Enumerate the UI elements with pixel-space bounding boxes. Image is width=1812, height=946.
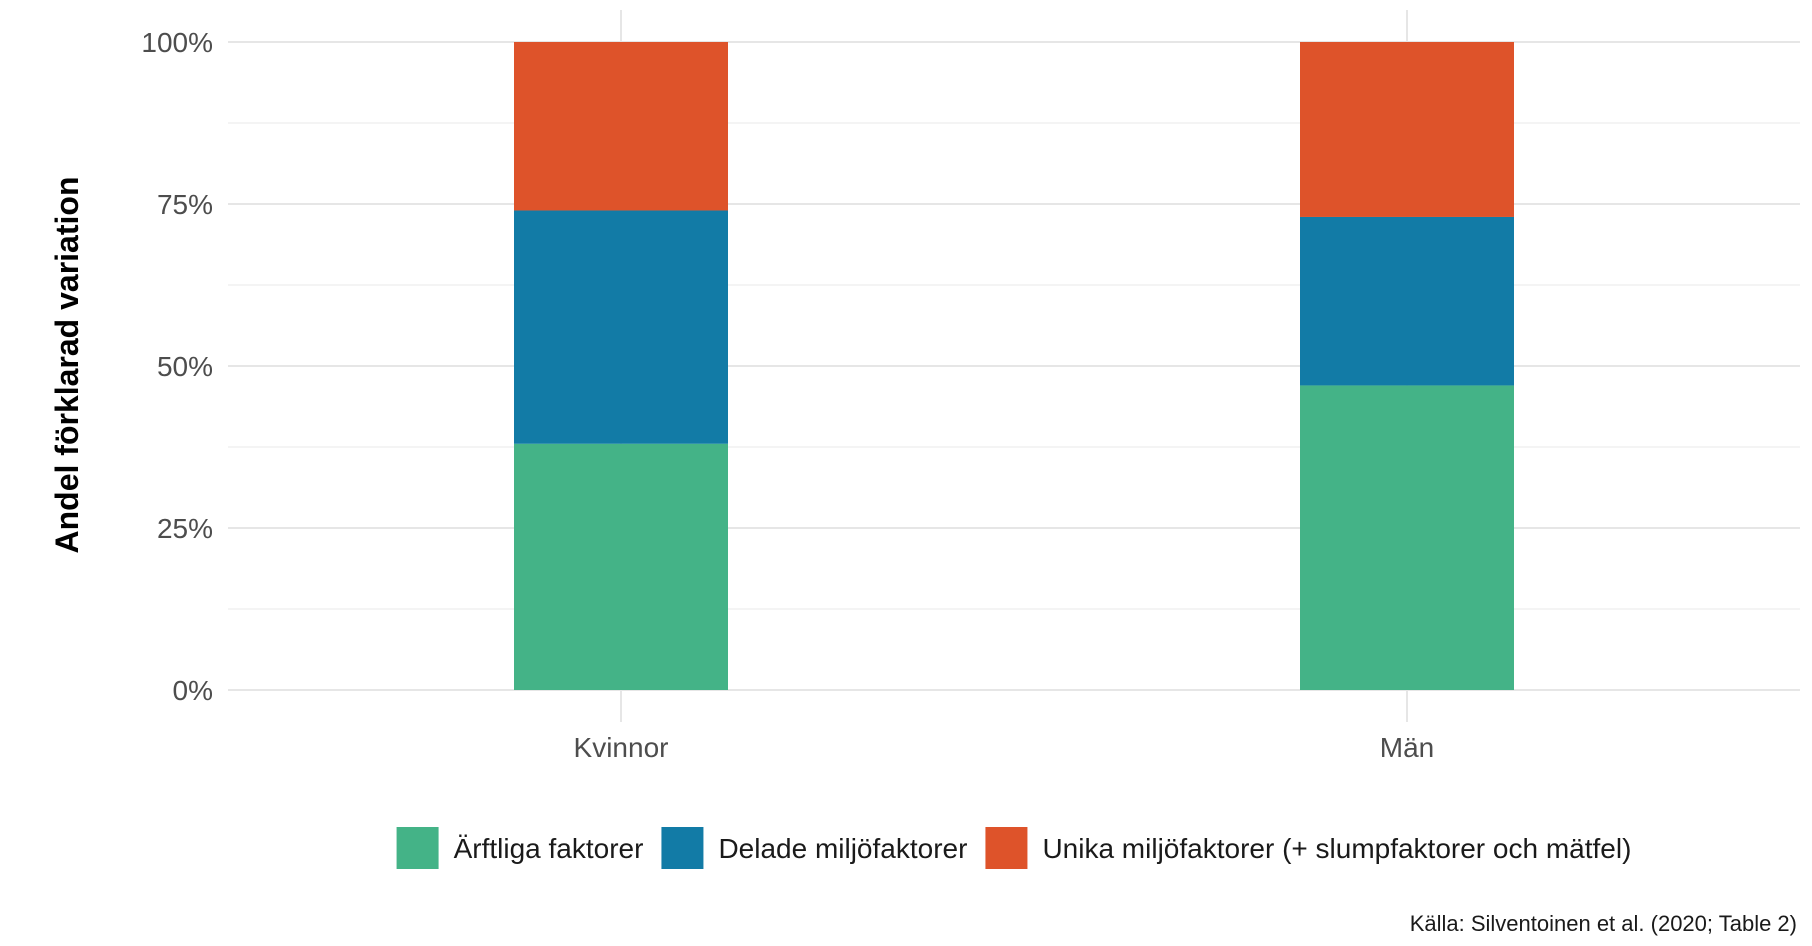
caption-source: Källa: Silventoinen et al. (2020; Table … [1410,911,1797,936]
legend-key-0 [396,827,439,869]
y-tick-label-0: 0% [173,675,213,706]
bar-1-series-1 [1300,216,1514,386]
y-axis-title: Andel förklarad variation [49,177,85,554]
bar-0-series-1 [514,210,728,444]
legend-item-1: Delade miljöfaktorer [661,827,967,869]
x-tick-label-1: Män [1380,732,1434,763]
bar-1-series-2 [1300,42,1514,217]
legend-label-0: Ärftliga faktorer [454,833,644,864]
legend-item-0: Ärftliga faktorer [396,827,644,869]
y-axis-ticks: 0% 25% 50% 75% 100% [141,27,213,706]
y-tick-label-3: 75% [157,189,213,220]
y-tick-label-2: 50% [157,351,213,382]
legend-key-2 [985,827,1028,869]
bar-0-series-2 [514,42,728,211]
legend-key-1 [661,827,704,869]
legend-item-2: Unika miljöfaktorer (+ slumpfaktorer och… [985,827,1631,869]
x-axis-ticks: Kvinnor Män [574,732,1435,763]
legend-label-2: Unika miljöfaktorer (+ slumpfaktorer och… [1042,833,1631,864]
x-tick-label-0: Kvinnor [574,732,669,763]
bars [514,42,1514,690]
y-tick-label-4: 100% [141,27,213,58]
bar-0-series-0 [514,443,728,690]
bar-1-series-0 [1300,385,1514,690]
legend-label-1: Delade miljöfaktorer [718,833,967,864]
y-tick-label-1: 25% [157,513,213,544]
legend: Ärftliga faktorer Delade miljöfaktorer Uni… [396,827,1631,869]
grid-lines [228,10,1800,722]
